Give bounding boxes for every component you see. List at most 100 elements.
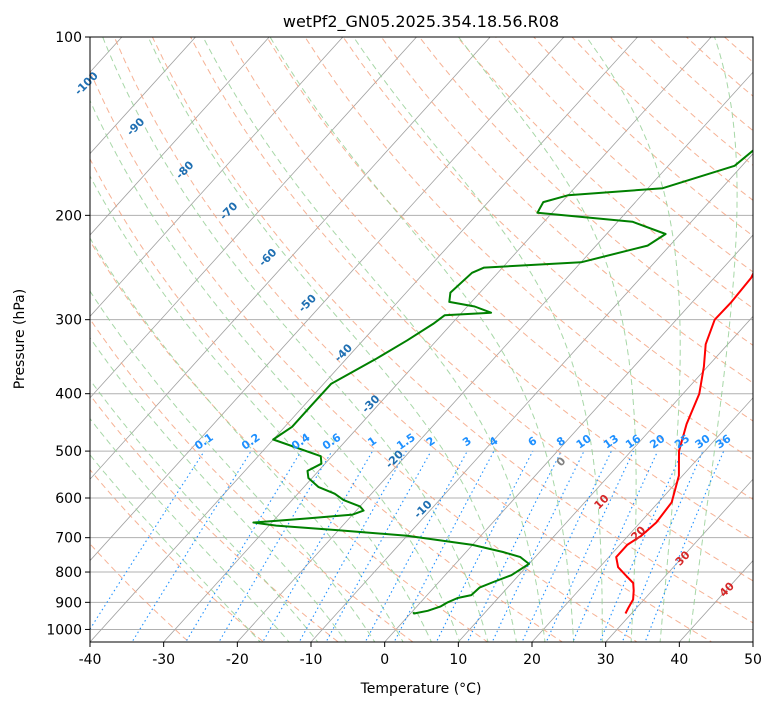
moist-adiabat-line	[90, 175, 432, 642]
moist-adiabat-line	[102, 37, 489, 642]
mixing-ratio-label: 30	[693, 432, 713, 452]
mixing-ratio-line	[545, 450, 634, 642]
dry-adiabat-line	[90, 69, 638, 642]
isotherm-line	[90, 37, 491, 480]
isotherm-line	[90, 37, 418, 399]
moist-adiabat-line	[90, 379, 319, 642]
mixing-ratio-line	[218, 450, 333, 642]
chart-title: wetPf2_GN05.2025.354.18.56.R08	[283, 12, 559, 32]
dewpoint-line	[252, 149, 753, 615]
mixing-ratio-line	[435, 450, 534, 642]
moist-adiabat-line	[90, 237, 404, 642]
isotherm-line	[90, 37, 639, 642]
x-axis-title: Temperature (°C)	[360, 681, 482, 697]
dry-adiabat-line	[770, 10, 775, 654]
x-tick-label: 0	[380, 652, 389, 668]
isotherm-line	[310, 153, 753, 642]
dry-adiabat-line	[90, 394, 340, 642]
isotherm-line	[457, 315, 753, 642]
dry-adiabat-line	[647, 37, 753, 132]
dry-adiabat-line	[266, 37, 753, 500]
mixing-ratio-line	[298, 450, 407, 642]
x-tick-label: 30	[597, 652, 615, 668]
mixing-ratio-line	[572, 450, 659, 642]
dry-adiabat-line	[418, 37, 753, 346]
x-tick-label: -40	[79, 652, 102, 668]
data-series	[252, 149, 753, 615]
x-tick-label: -20	[226, 652, 249, 668]
y-tick-label: 900	[55, 595, 82, 611]
isotherm-label: -80	[173, 158, 196, 181]
mixing-ratio-line	[262, 450, 374, 642]
dry-adiabat-line	[90, 468, 265, 642]
y-tick-label: 600	[55, 491, 82, 507]
dry-adiabat-line	[151, 37, 753, 624]
background-lines	[0, 10, 775, 654]
isotherm-line	[90, 37, 565, 562]
isotherm-label: -70	[217, 199, 240, 222]
moist-adiabat-line	[147, 37, 517, 642]
isotherm-line	[90, 37, 270, 236]
moist-adiabat-line	[90, 99, 461, 642]
dry-adiabat-line	[90, 318, 414, 642]
mixing-ratio-label: 3	[460, 434, 474, 449]
moist-adiabat-line	[90, 454, 261, 642]
isotherm-label: -40	[332, 341, 355, 364]
mixing-ratio-line	[521, 450, 612, 642]
axis-ticks: -40 -30 -20 -10 0 10 20 30 40 5010020030040050060…	[46, 30, 762, 668]
mixing-ratio-label: 16	[623, 432, 643, 452]
x-tick-label: 10	[449, 652, 467, 668]
mixing-ratio-label: 6	[526, 434, 540, 449]
y-axis-title: Pressure (hPa)	[12, 289, 28, 389]
isotherm-line	[90, 37, 197, 155]
dry-adiabat-line	[90, 543, 190, 642]
isotherm-label: -100	[72, 69, 101, 98]
line-labels: -100-90-80-70-60-50-40-30-20-100.1 0.2 0.4…	[72, 69, 737, 600]
dry-adiabat-line	[304, 37, 753, 461]
y-tick-label: 500	[55, 444, 82, 460]
dry-adiabat-line	[228, 37, 753, 541]
isotherm-line	[163, 37, 712, 642]
mixing-ratio-line	[644, 450, 725, 642]
mixing-ratio-label: 10	[574, 432, 594, 452]
plot-frame	[89, 36, 754, 643]
mixing-ratio-line	[90, 450, 205, 631]
moist-adiabat-line	[90, 290, 376, 642]
dry-adiabat-label: 30	[673, 548, 693, 568]
dry-adiabat-line	[113, 37, 713, 642]
mixing-ratio-line	[185, 450, 302, 642]
moist-adiabat-line	[688, 37, 738, 642]
moist-adiabat-line	[585, 37, 681, 642]
mixing-ratio-label: 20	[647, 432, 667, 452]
isotherm-line	[752, 641, 753, 642]
mixing-ratio-label: 4	[487, 434, 501, 449]
moist-adiabat-line	[353, 37, 603, 642]
temperature-line	[615, 271, 753, 614]
isotherm-label: -60	[256, 246, 279, 269]
dry-adiabat-label: 10	[592, 492, 612, 512]
y-tick-label: 800	[55, 565, 82, 581]
x-tick-label: 40	[670, 652, 688, 668]
moist-adiabat-line	[269, 37, 575, 642]
y-tick-label: 300	[55, 313, 82, 329]
isotherm-label: -10	[411, 497, 434, 520]
dry-adiabat-label: 0	[554, 454, 569, 469]
moist-adiabat-line	[458, 37, 637, 642]
isotherm-label: -30	[359, 392, 382, 415]
isotherm-line	[605, 478, 753, 642]
dry-adiabat-line	[571, 37, 753, 201]
dry-adiabat-line	[90, 240, 489, 642]
y-tick-label: 1000	[46, 622, 82, 638]
dry-adiabat-label: 20	[628, 523, 648, 543]
y-tick-label: 200	[55, 208, 82, 224]
isotherm-line	[236, 71, 753, 642]
isotherm-line	[384, 234, 753, 642]
mixing-ratio-line	[491, 450, 585, 642]
mixing-ratio-label: 0.4	[289, 431, 313, 453]
mixing-ratio-line	[393, 450, 495, 642]
isotherm-line	[0, 10, 73, 654]
mixing-ratio-label: 0.2	[239, 431, 262, 453]
dry-adiabat-line	[456, 37, 753, 309]
x-tick-label: 20	[523, 652, 541, 668]
